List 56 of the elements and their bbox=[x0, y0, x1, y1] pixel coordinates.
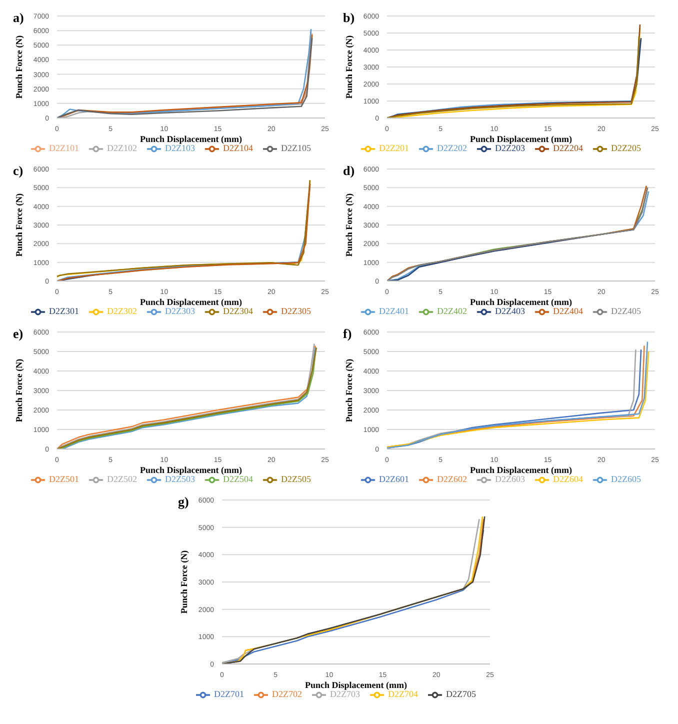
legend-label: D2Z402 bbox=[437, 306, 467, 316]
legend-label: D2Z704 bbox=[388, 689, 418, 700]
legend-label: D2Z505 bbox=[281, 474, 311, 484]
x-axis-title: Punch Displacement (mm) bbox=[140, 465, 242, 475]
legend-label: D2Z605 bbox=[611, 474, 641, 484]
legend-label: D2Z202 bbox=[437, 143, 467, 154]
legend-label: D2Z504 bbox=[223, 474, 253, 484]
chart-title: f) bbox=[343, 326, 352, 342]
chart-title: a) bbox=[13, 10, 24, 26]
legend-label: D2Z501 bbox=[49, 474, 79, 484]
legend-label: D2Z703 bbox=[330, 689, 360, 700]
legend-label: D2Z301 bbox=[49, 306, 79, 316]
legend-label: D2Z401 bbox=[379, 306, 409, 316]
legend-label: D2Z403 bbox=[495, 306, 525, 316]
y-axis-title: Punch Force (N) bbox=[344, 193, 354, 257]
legend-label: D2Z203 bbox=[495, 143, 525, 154]
legend-label: D2Z102 bbox=[107, 143, 137, 154]
legend-label: D2Z303 bbox=[165, 306, 195, 316]
legend-label: D2Z103 bbox=[165, 143, 195, 154]
legend-label: D2Z305 bbox=[281, 306, 311, 316]
legend-label: D2Z205 bbox=[611, 143, 641, 154]
legend-label: D2Z304 bbox=[223, 306, 253, 316]
legend-label: D2Z302 bbox=[107, 306, 137, 316]
legend-label: D2Z201 bbox=[379, 143, 409, 154]
x-axis-title: Punch Displacement (mm) bbox=[140, 297, 242, 307]
legend-label: D2Z602 bbox=[437, 474, 467, 484]
x-axis-title: Punch Displacement (mm) bbox=[305, 680, 407, 690]
chart-title: g) bbox=[178, 494, 189, 510]
x-axis-title: Punch Displacement (mm) bbox=[470, 134, 572, 144]
legend-label: D2Z705 bbox=[446, 689, 476, 700]
legend-label: D2Z503 bbox=[165, 474, 195, 484]
x-axis-title: Punch Displacement (mm) bbox=[470, 297, 572, 307]
legend-label: D2Z601 bbox=[379, 474, 409, 484]
y-axis-title: Punch Force (N) bbox=[344, 358, 354, 422]
legend-label: D2Z604 bbox=[553, 474, 583, 484]
legend-label: D2Z104 bbox=[223, 143, 253, 154]
legend-label: D2Z502 bbox=[107, 474, 137, 484]
chart-title: b) bbox=[343, 10, 355, 26]
legend-label: D2Z702 bbox=[272, 689, 302, 700]
chart-title: e) bbox=[13, 326, 24, 342]
x-axis-title: Punch Displacement (mm) bbox=[140, 134, 242, 144]
y-axis-title: Punch Force (N) bbox=[179, 550, 190, 614]
legend-label: D2Z603 bbox=[495, 474, 525, 484]
legend-label: D2Z701 bbox=[214, 689, 244, 700]
legend-label: D2Z404 bbox=[553, 306, 583, 316]
legend-label: D2Z101 bbox=[49, 143, 79, 154]
y-axis-title: Punch Force (N) bbox=[344, 35, 354, 99]
legend-label: D2Z405 bbox=[611, 306, 641, 316]
legend-label: D2Z204 bbox=[553, 143, 583, 154]
x-axis-title: Punch Displacement (mm) bbox=[470, 465, 572, 475]
chart-title: c) bbox=[13, 163, 24, 179]
y-axis-title: Punch Force (N) bbox=[14, 358, 24, 422]
y-axis-title: Punch Force (N) bbox=[14, 35, 24, 99]
legend-label: D2Z105 bbox=[281, 143, 311, 154]
y-axis-title: Punch Force (N) bbox=[14, 193, 24, 257]
chart-title: d) bbox=[343, 163, 355, 179]
